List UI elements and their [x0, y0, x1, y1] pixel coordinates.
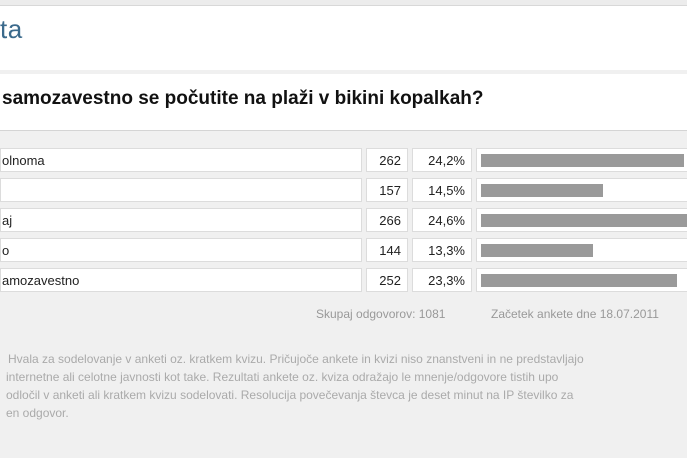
answer-percent: 13,3% — [428, 243, 465, 258]
answer-label: amozavestno — [2, 273, 80, 288]
answer-label-cell — [0, 178, 362, 202]
answer-count: 157 — [379, 183, 401, 198]
answer-label-cell: amozavestno — [0, 268, 362, 292]
answer-bar-cell — [476, 238, 687, 262]
disclaimer-text: Hvala za sodelovanje v anketi oz. kratke… — [6, 350, 687, 422]
answer-bar-cell — [476, 178, 687, 202]
answer-count-cell: 262 — [366, 148, 408, 172]
answer-result-bar — [481, 274, 677, 287]
answer-label: olnoma — [2, 153, 45, 168]
answer-percent-cell: 14,5% — [412, 178, 472, 202]
answer-bar-cell — [476, 148, 687, 172]
answer-row: olnoma 262 24,2% — [0, 148, 687, 174]
disclaimer-line: Hvala za sodelovanje v anketi oz. kratke… — [8, 352, 584, 366]
answer-count: 266 — [379, 213, 401, 228]
answer-count-cell: 266 — [366, 208, 408, 232]
answer-result-bar — [481, 214, 687, 227]
answer-result-bar — [481, 154, 684, 167]
answer-percent: 23,3% — [428, 273, 465, 288]
answer-bar-cell — [476, 268, 687, 292]
answer-percent: 24,6% — [428, 213, 465, 228]
answer-percent-cell: 23,3% — [412, 268, 472, 292]
poll-panel — [0, 70, 687, 458]
poll-question: samozavestno se počutite na plaži v biki… — [2, 88, 484, 109]
answer-percent-cell: 13,3% — [412, 238, 472, 262]
answer-bar-cell — [476, 208, 687, 232]
disclaimer-line: en odgovor. — [6, 406, 69, 420]
answer-label-cell: olnoma — [0, 148, 362, 172]
answer-count: 252 — [379, 273, 401, 288]
answer-count: 262 — [379, 153, 401, 168]
answer-result-bar — [481, 244, 593, 257]
answer-percent-cell: 24,2% — [412, 148, 472, 172]
answer-row: 157 14,5% — [0, 178, 687, 204]
question-header — [0, 74, 687, 131]
poll-start-date: Začetek ankete dne 18.07.2011 — [491, 307, 659, 321]
total-answers: Skupaj odgovorov: 1081 — [316, 307, 446, 321]
answer-row: amozavestno 252 23,3% — [0, 268, 687, 294]
top-divider — [0, 0, 687, 6]
answer-count-cell: 157 — [366, 178, 408, 202]
answer-result-bar — [481, 184, 603, 197]
disclaimer-line: odločil v anketi ali kratkem kvizu sodel… — [6, 388, 574, 402]
answer-row: aj 266 24,6% — [0, 208, 687, 234]
answer-label: o — [2, 243, 10, 258]
answer-percent-cell: 24,6% — [412, 208, 472, 232]
answer-count-cell: 252 — [366, 268, 408, 292]
answer-label-cell: o — [0, 238, 362, 262]
answer-label: aj — [2, 213, 13, 228]
disclaimer-line: internetne ali celotne javnosti kot take… — [6, 370, 559, 384]
answer-row: o 144 13,3% — [0, 238, 687, 264]
answer-percent: 14,5% — [428, 183, 465, 198]
page-title: ta — [0, 14, 23, 44]
answer-count-cell: 144 — [366, 238, 408, 262]
answer-percent: 24,2% — [428, 153, 465, 168]
answer-label-cell: aj — [0, 208, 362, 232]
answer-count: 144 — [379, 243, 401, 258]
